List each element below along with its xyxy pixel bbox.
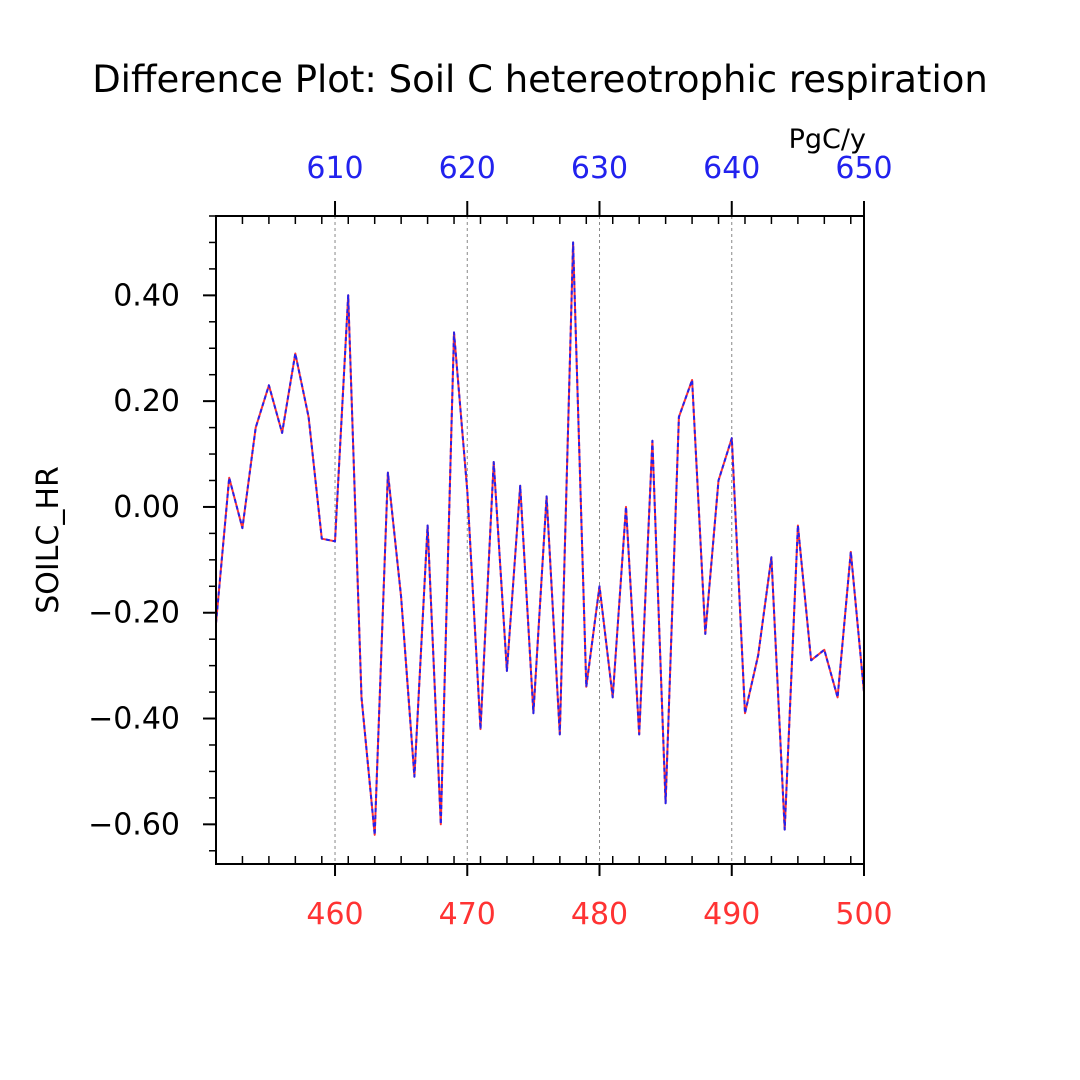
chart-title: Difference Plot: Soil C hetereotrophic r… [92,58,988,101]
top-tick-label: 620 [439,151,496,186]
units-label: PgC/y [789,124,866,155]
y-tick-label: −0.40 [88,702,180,737]
grid [334,216,733,864]
y-tick-label: 0.20 [113,384,180,419]
y-tick-label: −0.60 [88,807,180,842]
x-tick-label: 470 [439,897,496,932]
tick-labels: 460 470 480 490 500 610 620 630 640 650 0.40 0.20 0.… [88,151,893,932]
y-axis-label: SOILC_HR [31,466,66,614]
x-tick-label: 480 [571,897,628,932]
x-tick-label: 500 [835,897,892,932]
x-tick-label: 460 [306,897,363,932]
series-layer [215,241,865,836]
y-tick-label: −0.20 [88,596,180,631]
series-line-1 [215,241,865,836]
series-line-2 [215,241,865,836]
top-tick-label: 630 [571,151,628,186]
plot-frame [215,215,865,865]
top-tick-label: 650 [835,151,892,186]
top-tick-label: 610 [306,151,363,186]
y-tick-label: 0.40 [113,278,180,313]
y-tick-label: 0.00 [113,490,180,525]
x-tick-label: 490 [703,897,760,932]
axis-ticks [203,201,865,876]
top-tick-label: 640 [703,151,760,186]
